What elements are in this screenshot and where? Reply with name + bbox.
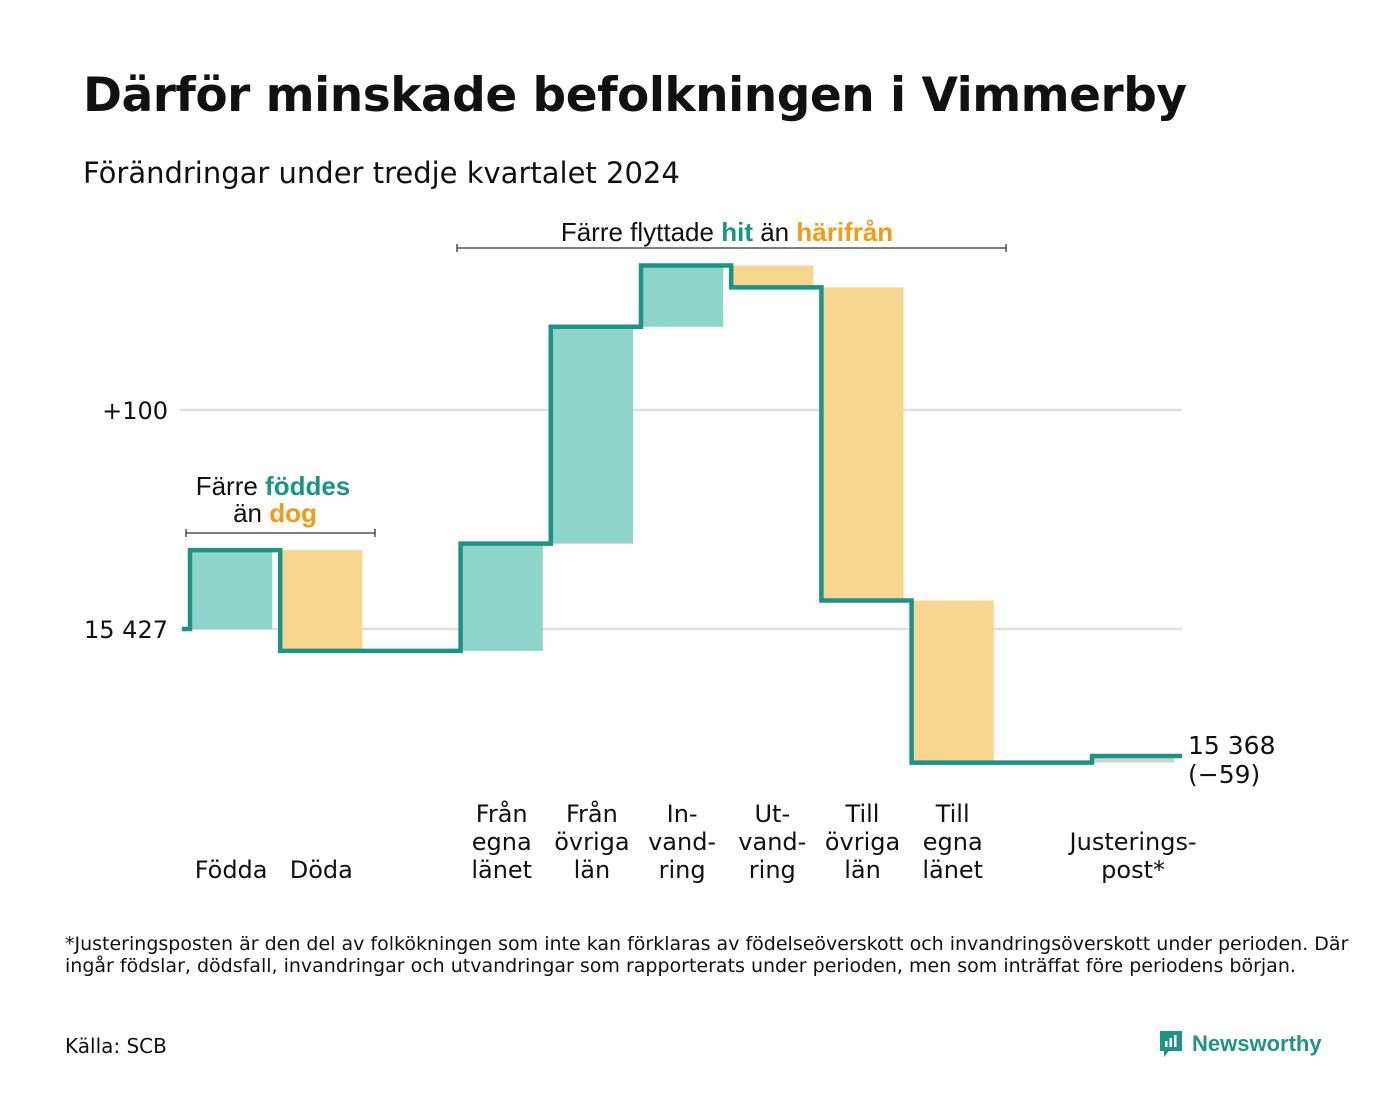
category-label: In-vand-ring [648, 800, 716, 884]
waterfall-bar [1092, 756, 1175, 763]
brand-name: Newsworthy [1192, 1031, 1322, 1056]
waterfall-bar [460, 543, 543, 651]
category-label: Ut-vand-ring [738, 800, 806, 884]
migration-annotation: Färre flyttade hit än härifrån [561, 217, 893, 247]
migration-out-highlight: härifrån [796, 217, 893, 247]
source-label: Källa: SCB [65, 1034, 167, 1058]
footnote: *Justeringsposten är den del av folkökni… [65, 933, 1349, 977]
y-tick-label: +100 [102, 397, 168, 425]
chart-title: Därför minskade befolkningen i Vimmerby [83, 68, 1187, 123]
chart-subtitle: Förändringar under tredje kvartalet 2024 [83, 156, 680, 190]
deaths-highlight: dog [269, 498, 317, 528]
end-value-label: 15 368 [1188, 731, 1275, 760]
end-change-label: (−59) [1188, 760, 1260, 789]
births-annotation-line2: än dog [233, 498, 317, 528]
newsworthy-logo-icon [1160, 1031, 1182, 1057]
category-label: Från övriga län [554, 799, 629, 884]
waterfall-bar [550, 326, 633, 544]
births-bracket [185, 529, 376, 537]
y-tick-label: 15 427 [84, 616, 168, 644]
category-label: Till egna länet [922, 800, 983, 884]
cumulative-step-line [182, 263, 1182, 765]
waterfall-bar [190, 550, 273, 629]
births-annotation-line1: Färre föddes [196, 471, 351, 501]
category-label: Justerings-post* [1068, 828, 1197, 884]
waterfall-bar [911, 600, 994, 763]
waterfall-bar [731, 265, 814, 288]
migration-in-highlight: hit [721, 217, 753, 247]
migration-bracket [456, 244, 1007, 252]
category-label: Döda [290, 856, 353, 884]
category-label: Födda [195, 856, 268, 884]
category-label: Till övriga län [825, 800, 900, 884]
waterfall-bar [280, 550, 363, 651]
waterfall-bar [641, 265, 724, 327]
brand-logo[interactable]: Newsworthy [1158, 1029, 1322, 1059]
category-label: Från egna länet [471, 799, 532, 884]
waterfall-bar [821, 287, 904, 601]
births-highlight: föddes [265, 471, 350, 501]
waterfall-chart: 15 427 +100 Födda Döda Från egna länet Från övr… [84, 217, 1275, 884]
